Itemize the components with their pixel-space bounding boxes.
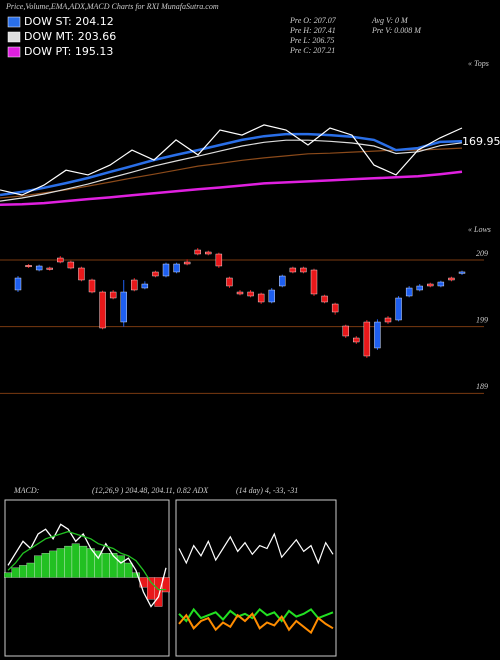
candle-body	[458, 271, 466, 274]
histogram-bar	[109, 553, 118, 578]
info: Pre O: 207.07	[289, 16, 337, 25]
annotation: 169.95	[462, 135, 500, 148]
page-title: Price,Volume,EMA,ADX,MACD Charts for RXI…	[5, 2, 219, 11]
info: Pre V: 0.008 M	[371, 26, 422, 35]
histogram-bar	[71, 543, 80, 578]
histogram-bar	[26, 562, 35, 578]
histogram-bar	[34, 555, 43, 578]
info: Pre L: 206.75	[289, 36, 334, 45]
candle-body	[374, 321, 381, 349]
histogram-bar	[64, 545, 73, 578]
histogram-bar	[4, 572, 12, 578]
candle-body	[205, 251, 212, 255]
line	[7, 530, 166, 591]
histogram-bar	[154, 577, 163, 607]
candle-body	[279, 275, 286, 287]
adx-frame	[175, 499, 337, 657]
candle-body	[131, 279, 138, 291]
info: Pre H: 207.41	[289, 26, 336, 35]
candle-body	[46, 267, 53, 270]
legend-label: DOW MT: 203.66	[24, 30, 116, 43]
candle-body	[152, 271, 159, 277]
candle-body	[14, 277, 22, 291]
line	[0, 139, 463, 202]
info: Pre C: 207.21	[289, 46, 335, 55]
candle-body	[88, 279, 96, 293]
macd-text: (12,26,9 ) 204.48, 204.11, 0.82 ADX	[92, 486, 209, 495]
line	[0, 132, 463, 197]
candle-body	[247, 291, 254, 297]
candle-body	[78, 267, 85, 281]
candle-body	[109, 291, 117, 299]
annotation: « Lows	[468, 225, 491, 234]
legend-label: DOW ST: 204.12	[24, 15, 114, 28]
candle-body	[215, 253, 223, 267]
legend-label: DOW PT: 195.13	[24, 45, 113, 58]
line	[178, 607, 334, 623]
candle-body	[257, 293, 265, 303]
line	[7, 523, 167, 608]
candle-body	[268, 289, 275, 303]
candle-body	[353, 337, 360, 343]
candle-body	[57, 257, 64, 263]
candle-body	[25, 265, 32, 268]
candle-body	[162, 263, 170, 277]
histogram-bar	[41, 553, 50, 578]
candle-body	[226, 277, 233, 287]
histogram-bar	[124, 562, 133, 578]
candle-body	[194, 249, 201, 255]
candle-body	[183, 261, 191, 265]
legend-swatch	[7, 16, 21, 28]
info: Avg V: 0 M	[371, 16, 409, 25]
legend-swatch	[7, 46, 21, 58]
y-tick-label: 199	[476, 315, 488, 324]
line	[0, 147, 463, 199]
candle-body	[120, 291, 127, 323]
line	[0, 170, 463, 207]
candle-body	[448, 277, 455, 281]
legend-swatch	[7, 31, 21, 43]
candle-body	[437, 281, 445, 287]
y-tick-label: 189	[476, 382, 488, 391]
annotation: « Tops	[468, 59, 489, 68]
adx-text: (14 day) 4, -33, -31	[236, 486, 298, 495]
candle-body	[35, 265, 43, 271]
histogram-bar	[101, 553, 110, 578]
candle-body	[173, 263, 180, 273]
candle-body	[310, 269, 318, 295]
histogram-bar	[19, 565, 27, 578]
candle-body	[416, 285, 423, 291]
y-tick-label: 209	[476, 249, 488, 258]
histogram-bar	[49, 550, 58, 578]
line	[178, 532, 334, 565]
candle-body	[405, 287, 413, 297]
candle-body	[363, 321, 371, 357]
histogram-bar	[56, 548, 65, 578]
candle-body	[67, 261, 75, 269]
candle-body	[236, 291, 244, 295]
histogram-bar	[79, 545, 88, 578]
histogram-bar	[11, 567, 20, 578]
candle-body	[384, 317, 392, 323]
candle-body	[141, 283, 149, 289]
candle-body	[321, 295, 328, 303]
candle-body	[427, 283, 434, 287]
candle-body	[342, 325, 349, 337]
line	[0, 124, 463, 196]
candle-body	[289, 267, 297, 273]
macd-label: MACD:	[13, 486, 40, 495]
histogram-bar	[116, 555, 125, 578]
candle-body	[331, 303, 339, 313]
candle-body	[300, 267, 307, 273]
line	[178, 612, 334, 635]
candle-body	[395, 297, 402, 321]
candle-body	[99, 291, 106, 329]
histogram-bar	[131, 572, 140, 578]
histogram-bar	[147, 577, 155, 600]
